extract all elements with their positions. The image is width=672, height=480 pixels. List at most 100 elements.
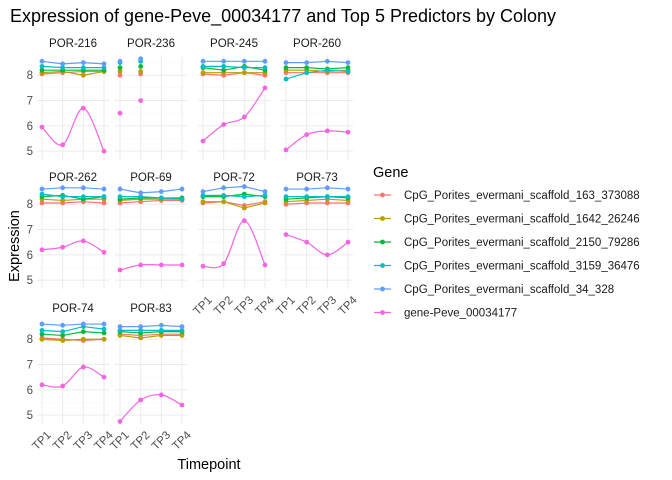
data-point [60, 322, 66, 328]
legend-item: CpG_Porites_evermani_scaffold_1642_26246 [374, 214, 640, 226]
y-tick-label: 7 [27, 96, 33, 108]
data-point [101, 194, 107, 200]
y-tick-label: 5 [27, 275, 33, 287]
x-tick-label: TP1 [191, 294, 214, 317]
series-line [41, 65, 104, 69]
data-point [138, 190, 144, 196]
series-line [41, 60, 105, 65]
series-line [119, 263, 182, 271]
data-point [324, 200, 330, 206]
x-tick-label: TP1 [274, 294, 297, 317]
data-point [304, 60, 310, 65]
data-point [262, 58, 268, 64]
series-line [286, 187, 349, 190]
data-point [39, 321, 45, 327]
data-point [221, 199, 227, 205]
data-point [283, 186, 289, 192]
legend-label: CpG_Porites_evermani_scaffold_2150_79286 [404, 237, 640, 249]
data-point [200, 192, 206, 198]
data-point [101, 65, 107, 71]
facet-strip-label: POR-260 [293, 38, 341, 50]
data-point [304, 194, 310, 200]
data-point [179, 327, 185, 333]
facet-panel: POR-262 5 6 7 8 [27, 172, 109, 289]
data-point [158, 327, 164, 333]
series-line [119, 334, 182, 339]
data-point [304, 65, 310, 71]
data-point [200, 63, 206, 69]
series-line [285, 198, 349, 203]
data-point [158, 195, 164, 201]
data-point [39, 382, 45, 388]
series-line [41, 323, 104, 326]
series-line [286, 67, 349, 70]
facet-strip-label: POR-216 [49, 38, 97, 50]
series-line [119, 198, 182, 202]
x-tick-label: TP4 [253, 294, 277, 318]
data-point [158, 392, 164, 398]
data-point [179, 196, 185, 202]
data-point [200, 199, 206, 205]
series-line [203, 201, 266, 209]
data-point [101, 321, 107, 327]
data-point [158, 322, 164, 328]
facet-strip-label: POR-74 [52, 303, 94, 315]
data-point [241, 114, 247, 120]
data-point [138, 262, 144, 268]
data-point [101, 374, 107, 380]
y-tick-label: 8 [27, 70, 33, 82]
data-point [241, 65, 247, 71]
series-line [202, 185, 266, 193]
facet-strip-label: POR-236 [127, 38, 175, 50]
data-point [60, 194, 66, 200]
series-line [119, 197, 182, 200]
data-point [80, 238, 86, 244]
data-point [117, 194, 123, 200]
facet-panel: POR-216 5 6 7 8 [27, 38, 109, 160]
data-point [241, 58, 247, 64]
data-point [283, 60, 289, 65]
data-point [283, 76, 289, 82]
facet-panel: POR-69 [115, 172, 187, 289]
data-point [60, 198, 66, 203]
series-line [41, 240, 105, 253]
data-point [158, 333, 164, 338]
series-line [41, 325, 105, 333]
data-point [324, 194, 330, 200]
data-point [117, 267, 123, 273]
legend-label: CpG_Porites_evermani_scaffold_163_373088 [404, 190, 640, 202]
legend-item: CpG_Porites_evermani_scaffold_3159_36476 [374, 261, 640, 273]
facet-strip-label: POR-245 [210, 38, 258, 50]
data-point [304, 132, 310, 138]
data-point [345, 60, 351, 65]
data-point [241, 70, 247, 76]
data-point [80, 364, 86, 370]
data-point [101, 330, 107, 336]
data-point [200, 138, 206, 144]
x-axis-title: Timepoint [177, 457, 240, 473]
series-line [41, 193, 104, 198]
data-point [345, 239, 351, 245]
data-point [241, 218, 247, 224]
data-point [345, 194, 351, 200]
series-line [41, 187, 105, 190]
data-point [138, 69, 144, 74]
legend-title: Gene [373, 165, 408, 181]
data-point [324, 128, 330, 134]
x-tick-label: TP3 [150, 429, 173, 452]
series-line [286, 60, 349, 64]
legend-point-key [380, 286, 385, 292]
data-point [39, 124, 45, 130]
facet-panel: POR-260 [281, 38, 353, 160]
x-tick-label: TP4 [170, 429, 194, 453]
data-point [117, 69, 123, 74]
legend-label: gene-Peve_00034177 [404, 308, 517, 320]
x-tick-label: TP1 [108, 429, 131, 452]
data-point [117, 110, 123, 116]
series-line [203, 65, 265, 69]
data-point [200, 189, 206, 194]
facet-strip-label: POR-73 [296, 172, 338, 184]
facet-strip-label: POR-262 [49, 172, 97, 184]
series-line [41, 70, 105, 76]
